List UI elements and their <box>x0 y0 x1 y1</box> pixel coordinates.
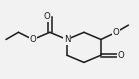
Text: N: N <box>64 35 70 44</box>
Text: O: O <box>29 35 36 44</box>
Text: O: O <box>44 12 50 21</box>
Text: O: O <box>117 51 124 60</box>
Text: O: O <box>113 28 119 37</box>
